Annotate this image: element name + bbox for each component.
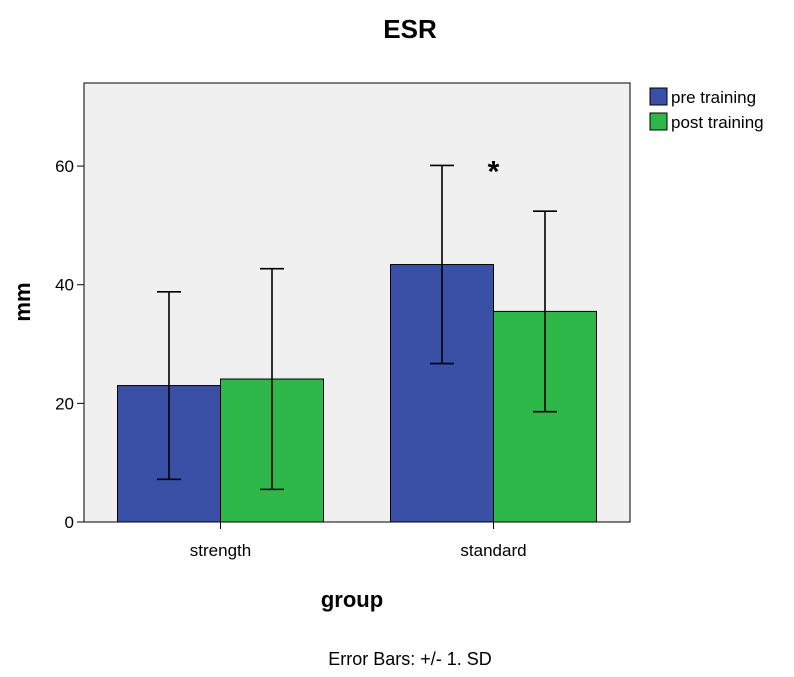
y-tick-label: 20 [55, 394, 74, 413]
y-tick-label: 0 [65, 513, 74, 532]
x-tick-label-strength: strength [190, 541, 251, 560]
y-axis: 0 20 40 60 [55, 157, 84, 532]
y-tick-label: 60 [55, 157, 74, 176]
error-bars [157, 164, 557, 491]
x-axis: strength standard [190, 522, 527, 560]
legend-swatch-post-training [649, 112, 668, 131]
error-bars-footnote: Error Bars: +/- 1. SD [328, 649, 492, 669]
chart-title: ESR [383, 14, 437, 44]
x-axis-title: group [321, 587, 383, 612]
legend-label-pre-training: pre training [671, 88, 756, 107]
x-tick-label-standard: standard [460, 541, 526, 560]
legend-label-post-training: post training [671, 113, 764, 132]
legend-swatch-pre-training [649, 87, 668, 106]
significance-marker: * [488, 155, 500, 188]
y-axis-title: mm [10, 282, 35, 321]
legend: pre training post training [649, 87, 764, 132]
y-tick-label: 40 [55, 276, 74, 295]
